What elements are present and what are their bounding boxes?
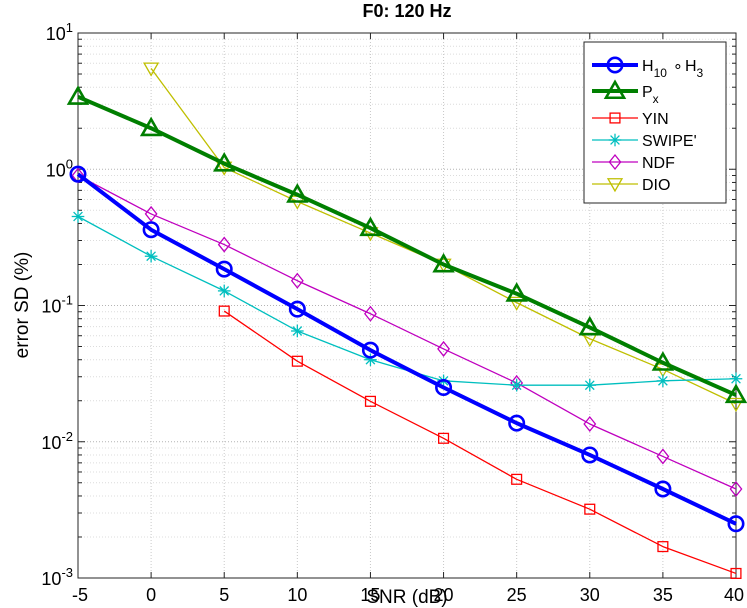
- legend-item: YIN: [592, 111, 669, 128]
- series-h10-h3: [69, 165, 745, 533]
- data-point: [729, 480, 743, 498]
- data-point: [290, 272, 304, 289]
- data-point: [508, 296, 525, 311]
- data-point: [66, 85, 90, 105]
- x-axis-label: SNR (dB): [366, 587, 447, 608]
- data-point: [581, 446, 599, 464]
- data-point: [286, 183, 309, 203]
- series-group: [66, 62, 747, 579]
- data-point: [218, 305, 230, 317]
- x-tick-label: 20: [434, 585, 454, 605]
- data-point: [729, 372, 743, 386]
- series-yin: [218, 305, 742, 579]
- x-tick-label: -5: [72, 585, 88, 605]
- data-point: [438, 432, 450, 444]
- x-tick-label: 5: [219, 585, 229, 605]
- data-point: [510, 378, 523, 392]
- legend-marker: [608, 133, 622, 147]
- data-point: [142, 221, 160, 239]
- series-line: [223, 310, 737, 575]
- data-point: [291, 355, 303, 367]
- x-tick-label: 30: [580, 585, 600, 605]
- data-point: [583, 415, 597, 433]
- data-point: [144, 205, 158, 222]
- series-line: [76, 172, 737, 526]
- data-point: [361, 341, 379, 359]
- data-point: [364, 305, 377, 322]
- legend-marker: [606, 178, 624, 193]
- data-point: [727, 397, 745, 413]
- data-point: [505, 282, 528, 302]
- data-point: [727, 515, 745, 533]
- legend-label: SWIPE': [642, 133, 697, 150]
- data-point: [437, 340, 450, 357]
- data-point: [291, 324, 304, 338]
- x-tick-label: 35: [653, 585, 673, 605]
- y-tick-label: 101: [46, 20, 73, 44]
- legend-item: NDF: [592, 153, 675, 172]
- legend-label: DIO: [642, 177, 670, 194]
- data-point: [435, 379, 453, 397]
- legend-marker: [606, 56, 624, 74]
- data-point: [657, 541, 669, 553]
- x-tick-label: 0: [146, 585, 156, 605]
- data-point: [724, 383, 747, 404]
- chart-title: F0: 120 Hz: [362, 1, 451, 21]
- legend-label: NDF: [642, 155, 675, 172]
- data-point: [364, 395, 376, 407]
- legend-marker: [603, 79, 627, 100]
- data-point: [217, 284, 231, 298]
- data-point: [139, 116, 163, 137]
- data-point: [71, 210, 85, 223]
- series-px: [66, 85, 747, 404]
- data-point: [359, 216, 382, 237]
- x-tick-label: 25: [507, 585, 527, 605]
- legend-item: SWIPE': [592, 133, 697, 150]
- data-point: [511, 473, 523, 485]
- data-point: [656, 374, 670, 388]
- data-point: [217, 236, 231, 253]
- x-tick-label: 15: [360, 585, 380, 605]
- x-tick-label: 40: [724, 585, 744, 605]
- data-point: [215, 260, 233, 278]
- series-line: [77, 174, 737, 490]
- data-point: [583, 378, 597, 392]
- data-point: [578, 315, 602, 336]
- data-point: [288, 300, 306, 318]
- data-point: [144, 249, 158, 263]
- data-point: [508, 414, 526, 432]
- data-point: [584, 503, 596, 515]
- data-point: [212, 151, 236, 172]
- data-point: [651, 351, 675, 371]
- legend-marker: [608, 153, 622, 171]
- data-point: [69, 165, 87, 183]
- data-point: [432, 252, 455, 273]
- data-point: [142, 62, 160, 77]
- data-point: [654, 480, 672, 498]
- series-line: [77, 94, 737, 397]
- legend-item: DIO: [592, 177, 670, 194]
- data-point: [656, 448, 670, 465]
- legend-label: YIN: [642, 111, 669, 128]
- x-tick-label: 10: [287, 585, 307, 605]
- y-axis-label: error SD (%): [12, 252, 33, 359]
- legend-marker: [609, 112, 621, 124]
- data-point: [730, 567, 742, 579]
